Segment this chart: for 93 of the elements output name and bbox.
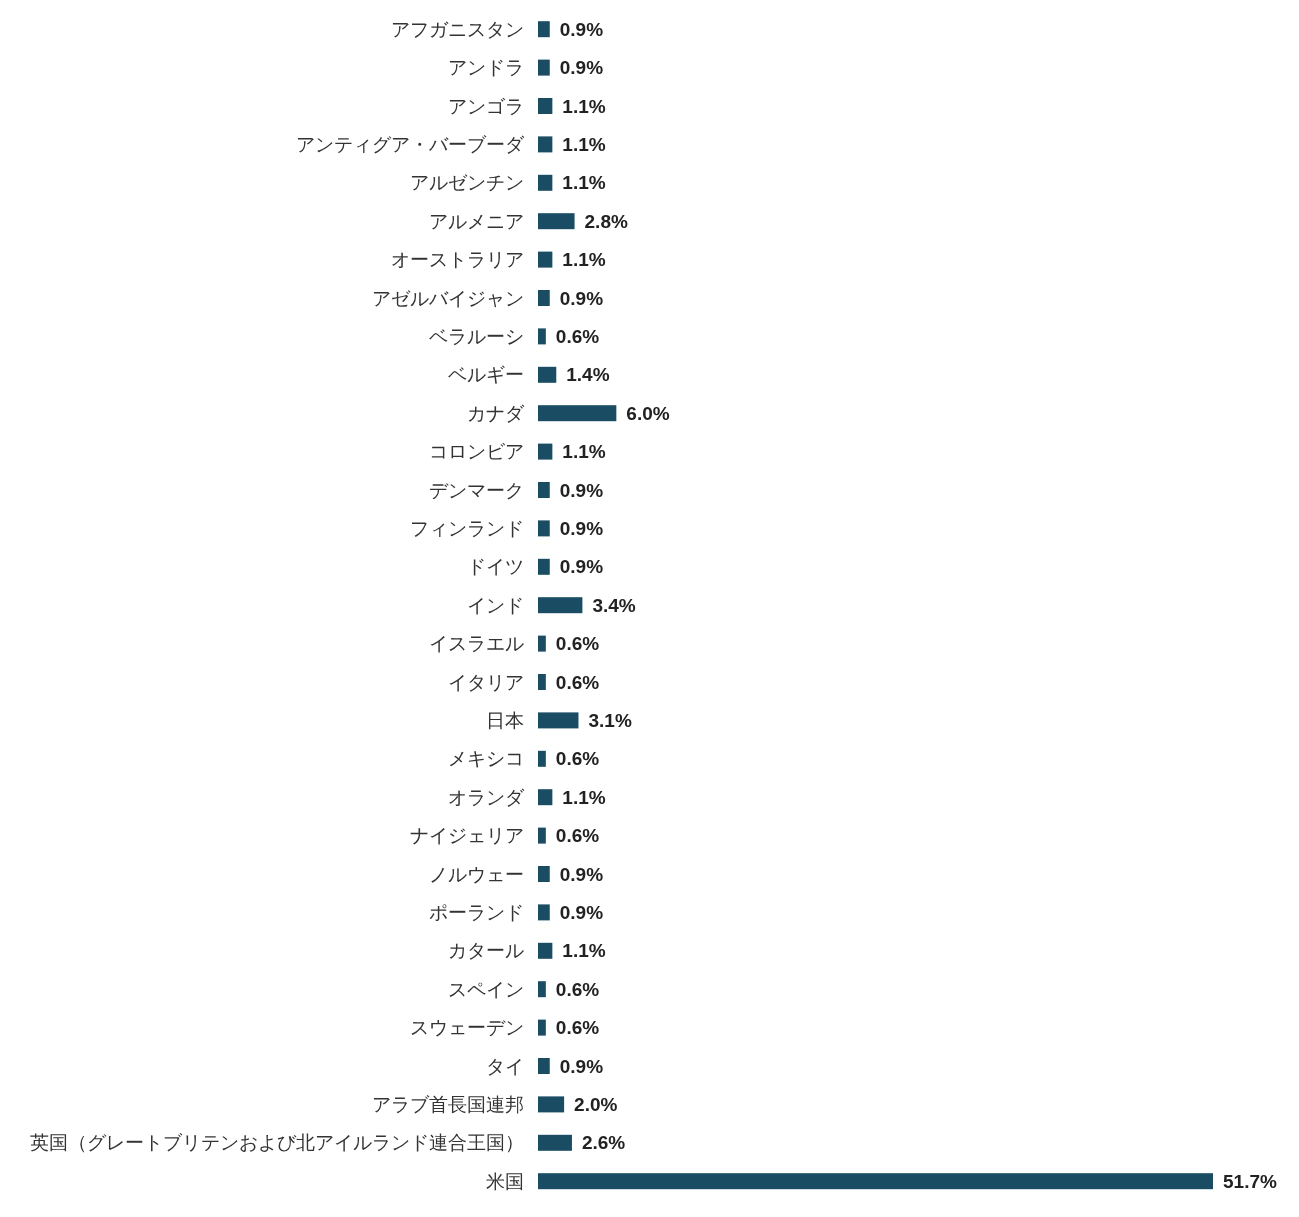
- y-tick-label: 米国: [486, 1169, 524, 1192]
- bar: [538, 328, 546, 345]
- data-label: 1.1%: [562, 95, 606, 117]
- y-tick-label: スペイン: [448, 977, 524, 1000]
- bar: [538, 750, 546, 767]
- y-tick-label: ノルウェー: [429, 862, 524, 885]
- bar: [538, 174, 553, 191]
- y-tick-label: アルメニア: [429, 209, 524, 232]
- data-label: 1.4%: [566, 364, 610, 386]
- y-tick-label: アフガニスタン: [391, 17, 524, 40]
- bar: [538, 290, 550, 306]
- data-label: 0.9%: [559, 18, 604, 40]
- data-label: 0.9%: [559, 1055, 604, 1077]
- bar: [538, 635, 546, 652]
- data-label: 1.1%: [562, 249, 606, 271]
- data-label: 0.9%: [559, 902, 604, 924]
- bar: [538, 1058, 550, 1074]
- y-tick-label: アルゼンチン: [410, 171, 524, 194]
- y-tick-label: アンティグア・バーブーダ: [296, 133, 525, 156]
- y-tick-label: イスラエル: [429, 632, 524, 655]
- bar: [538, 712, 579, 729]
- bar: [538, 597, 583, 614]
- y-tick-label: イタリア: [448, 670, 524, 693]
- y-tick-label: カナダ: [467, 401, 525, 424]
- y-tick-label: カタール: [448, 939, 524, 962]
- bar: [538, 1173, 1213, 1190]
- bar: [538, 443, 553, 460]
- data-label: 0.9%: [559, 287, 604, 309]
- bar: [538, 366, 557, 383]
- y-tick-label: ポーランド: [429, 901, 524, 924]
- bar: [538, 674, 546, 690]
- data-label: 1.1%: [562, 940, 606, 962]
- data-label: 0.6%: [555, 825, 600, 847]
- bar: [538, 1019, 546, 1036]
- data-label: 2.8%: [584, 210, 628, 232]
- y-tick-label: オーストラリア: [391, 248, 524, 271]
- bar: [538, 136, 553, 153]
- y-tick-label: ベラルーシ: [429, 325, 524, 348]
- data-label: 1.1%: [562, 441, 606, 463]
- bar: [538, 482, 550, 498]
- data-label: 0.9%: [559, 57, 604, 79]
- bar: [538, 942, 553, 959]
- y-tick-label: ナイジェリア: [410, 824, 524, 847]
- y-tick-label: インド: [467, 593, 524, 616]
- y-tick-label: アゼルバイジャン: [372, 286, 524, 309]
- data-label: 0.6%: [555, 326, 600, 348]
- y-tick-label: フィンランド: [410, 517, 524, 540]
- y-tick-label: アラブ首長国連邦: [372, 1093, 524, 1116]
- data-label: 1.1%: [562, 786, 606, 808]
- data-label: 0.6%: [555, 671, 600, 693]
- y-tick-label: 英国（グレートブリテンおよび北アイルランド連合王国）: [30, 1131, 524, 1154]
- y-tick-label: ドイツ: [467, 555, 524, 578]
- bar: [538, 213, 575, 230]
- y-tick-label: スウェーデン: [410, 1016, 524, 1039]
- y-tick-label: オランダ: [448, 785, 525, 808]
- y-tick-label: コロンビア: [429, 440, 524, 463]
- data-label: 51.7%: [1223, 1170, 1277, 1192]
- data-label: 6.0%: [626, 402, 670, 424]
- bar: [538, 405, 617, 422]
- data-label: 2.6%: [581, 1132, 626, 1154]
- data-label: 0.6%: [555, 633, 600, 655]
- bar: [538, 981, 546, 998]
- y-tick-label: アンゴラ: [448, 94, 524, 117]
- data-label: 0.9%: [559, 863, 604, 885]
- bar: [538, 520, 550, 537]
- bar: [538, 1096, 565, 1113]
- y-tick-label: ベルギー: [448, 363, 524, 386]
- data-label: 0.6%: [555, 1017, 600, 1039]
- bar: [538, 827, 546, 844]
- bar: [538, 251, 553, 268]
- data-label: 0.9%: [559, 518, 604, 540]
- data-label: 0.9%: [559, 556, 604, 578]
- bar: [538, 789, 553, 806]
- bar: [538, 866, 550, 882]
- data-label: 1.1%: [562, 172, 606, 194]
- data-label: 3.4%: [592, 594, 636, 616]
- y-tick-label: デンマーク: [429, 478, 524, 501]
- data-label: 3.1%: [588, 710, 632, 732]
- data-label: 1.1%: [562, 134, 606, 156]
- data-label: 0.9%: [559, 479, 604, 501]
- y-tick-label: 日本: [486, 709, 524, 732]
- data-label: 2.0%: [574, 1094, 618, 1116]
- y-tick-label: タイ: [486, 1054, 524, 1077]
- bar: [538, 558, 550, 575]
- data-label: 0.6%: [555, 978, 600, 1000]
- bar: [538, 21, 550, 38]
- bar: [538, 59, 550, 76]
- bar: [538, 98, 553, 114]
- y-tick-label: メキシコ: [448, 747, 524, 770]
- bar: [538, 904, 550, 921]
- y-tick-label: アンドラ: [448, 56, 524, 79]
- data-label: 0.6%: [555, 748, 600, 770]
- bar: [538, 1134, 572, 1151]
